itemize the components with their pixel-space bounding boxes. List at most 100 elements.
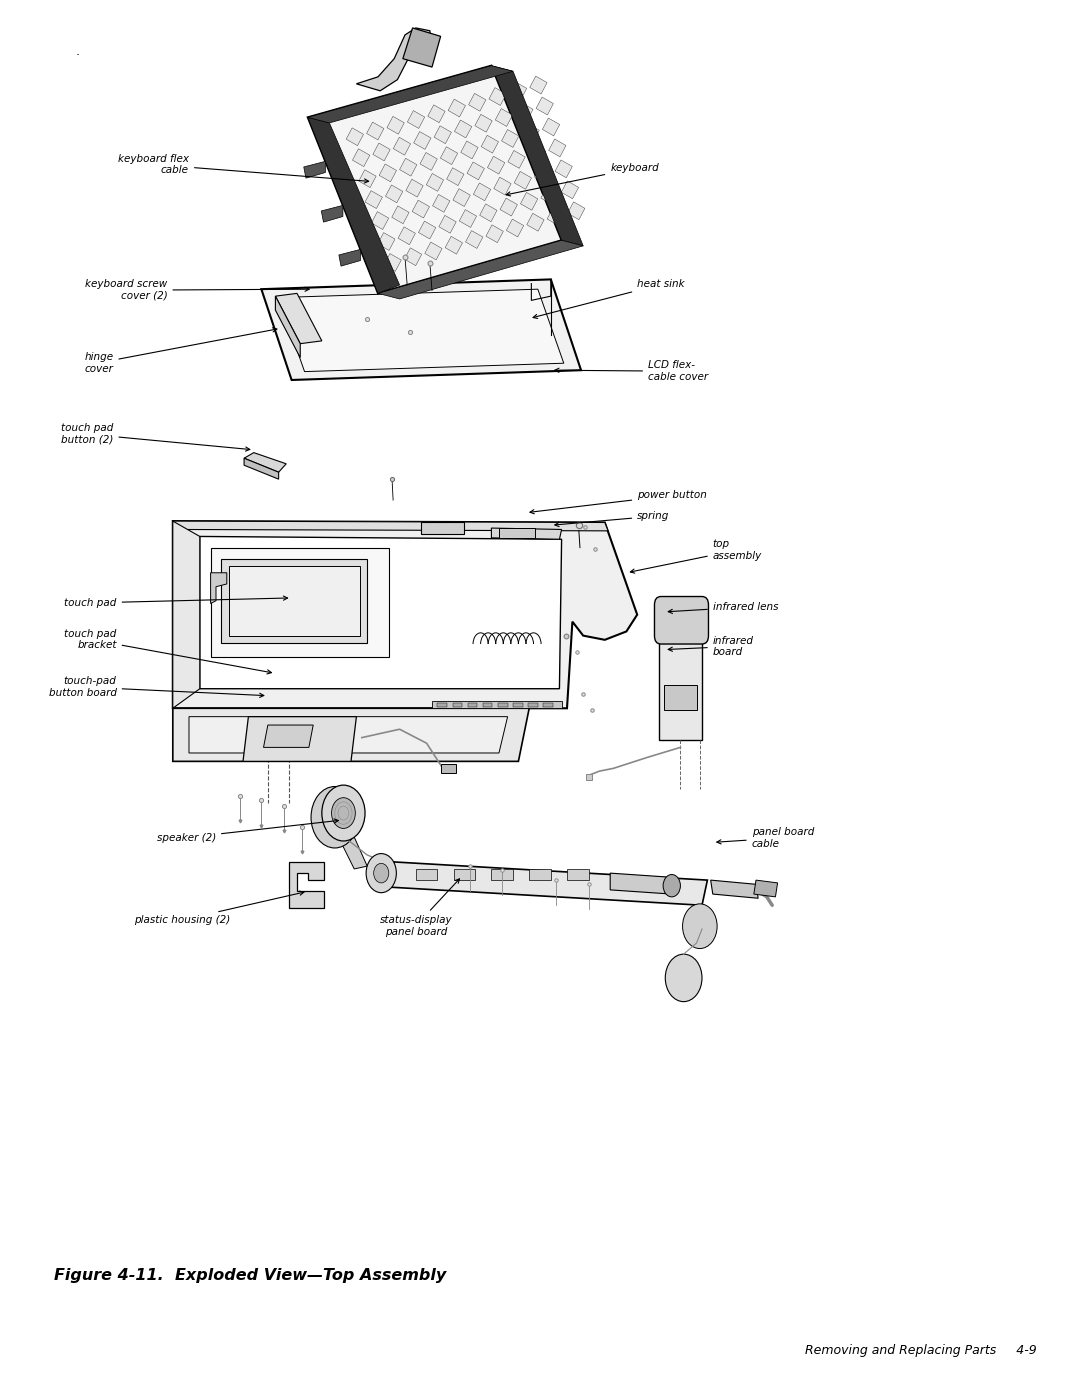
Polygon shape: [441, 764, 456, 773]
Text: LCD flex-
cable cover: LCD flex- cable cover: [555, 360, 708, 381]
Polygon shape: [508, 151, 525, 168]
Polygon shape: [404, 247, 421, 265]
Polygon shape: [441, 147, 458, 165]
Polygon shape: [469, 94, 486, 112]
Polygon shape: [264, 725, 313, 747]
Polygon shape: [501, 130, 518, 147]
Polygon shape: [465, 231, 483, 249]
Text: Figure 4-11.  Exploded View—Top Assembly: Figure 4-11. Exploded View—Top Assembly: [54, 1268, 446, 1284]
Circle shape: [683, 904, 717, 949]
Polygon shape: [496, 109, 513, 126]
Bar: [483, 703, 492, 707]
Bar: [543, 703, 553, 707]
Polygon shape: [461, 141, 478, 159]
Polygon shape: [339, 249, 361, 265]
Text: plastic housing (2): plastic housing (2): [134, 891, 303, 925]
Polygon shape: [173, 521, 608, 531]
Polygon shape: [421, 522, 464, 534]
Polygon shape: [244, 453, 286, 472]
Polygon shape: [424, 242, 442, 260]
Polygon shape: [529, 869, 551, 880]
Polygon shape: [384, 254, 402, 271]
Polygon shape: [448, 99, 465, 117]
Text: Removing and Replacing Parts     4-9: Removing and Replacing Parts 4-9: [805, 1344, 1037, 1356]
Polygon shape: [487, 156, 504, 175]
Polygon shape: [356, 28, 432, 91]
Text: heat sink: heat sink: [534, 279, 685, 319]
Polygon shape: [664, 685, 697, 710]
Polygon shape: [393, 137, 410, 155]
Text: keyboard: keyboard: [507, 163, 659, 196]
Text: touch pad
button (2): touch pad button (2): [62, 423, 249, 451]
Polygon shape: [173, 521, 637, 708]
Bar: [498, 703, 508, 707]
Text: touch pad
bracket: touch pad bracket: [65, 629, 271, 673]
Polygon shape: [428, 105, 445, 123]
Polygon shape: [494, 177, 511, 196]
Polygon shape: [418, 221, 436, 239]
Polygon shape: [542, 119, 559, 136]
Circle shape: [332, 798, 355, 828]
Polygon shape: [548, 208, 565, 225]
Polygon shape: [454, 869, 475, 880]
Polygon shape: [491, 869, 513, 880]
Polygon shape: [562, 182, 579, 198]
Polygon shape: [480, 204, 497, 222]
Text: infrared lens: infrared lens: [669, 602, 779, 613]
Polygon shape: [610, 873, 672, 894]
Polygon shape: [568, 203, 585, 219]
Polygon shape: [420, 152, 437, 170]
Text: spring: spring: [555, 511, 670, 527]
Polygon shape: [549, 140, 566, 156]
Polygon shape: [453, 189, 470, 207]
Polygon shape: [365, 191, 382, 208]
Polygon shape: [491, 528, 562, 539]
Circle shape: [322, 785, 365, 841]
Polygon shape: [473, 183, 490, 201]
Polygon shape: [438, 215, 456, 233]
Polygon shape: [308, 117, 400, 293]
Polygon shape: [173, 521, 200, 708]
Polygon shape: [459, 210, 476, 228]
Polygon shape: [399, 226, 416, 244]
Polygon shape: [387, 116, 404, 134]
Polygon shape: [406, 179, 423, 197]
Circle shape: [366, 854, 396, 893]
Polygon shape: [489, 88, 507, 105]
Text: panel board
cable: panel board cable: [717, 827, 814, 848]
Polygon shape: [407, 110, 424, 129]
Polygon shape: [482, 136, 499, 154]
Polygon shape: [507, 219, 524, 237]
Polygon shape: [433, 194, 450, 212]
Polygon shape: [347, 129, 364, 145]
Polygon shape: [335, 830, 367, 869]
Polygon shape: [308, 66, 562, 293]
Polygon shape: [303, 162, 325, 177]
Polygon shape: [432, 701, 562, 708]
Polygon shape: [491, 66, 583, 246]
FancyBboxPatch shape: [654, 597, 708, 644]
Polygon shape: [567, 869, 589, 880]
Polygon shape: [366, 122, 383, 140]
Polygon shape: [530, 77, 548, 94]
Polygon shape: [659, 612, 704, 638]
Text: power button: power button: [530, 490, 707, 514]
Polygon shape: [372, 212, 389, 229]
Polygon shape: [322, 205, 343, 222]
Polygon shape: [243, 717, 356, 761]
Circle shape: [374, 863, 389, 883]
Polygon shape: [386, 184, 403, 203]
Text: keyboard flex
cable: keyboard flex cable: [118, 154, 368, 183]
Text: infrared
board: infrared board: [669, 636, 754, 657]
Polygon shape: [522, 124, 539, 141]
Polygon shape: [536, 98, 553, 115]
Polygon shape: [261, 279, 581, 380]
Polygon shape: [486, 225, 503, 243]
Polygon shape: [528, 145, 545, 162]
Polygon shape: [659, 638, 702, 740]
Polygon shape: [711, 880, 758, 898]
Polygon shape: [389, 862, 707, 905]
Polygon shape: [378, 240, 583, 299]
Polygon shape: [445, 236, 462, 254]
Bar: [528, 703, 538, 707]
